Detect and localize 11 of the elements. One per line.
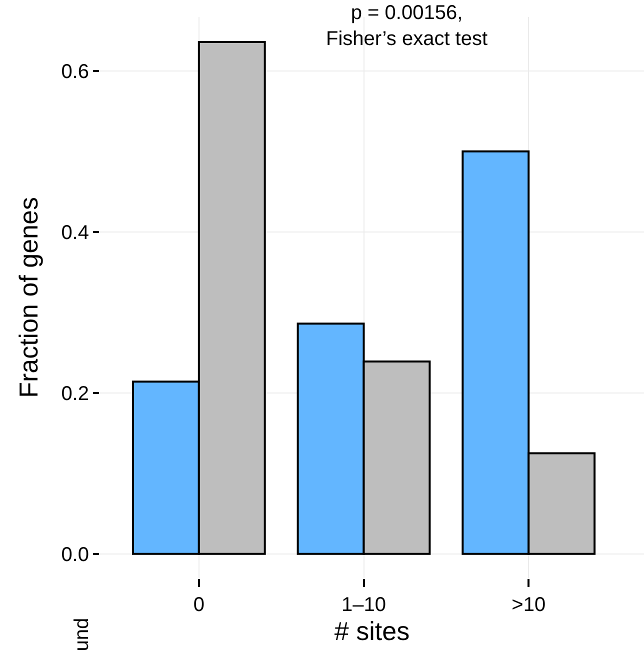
x-tick-label: 0 — [193, 594, 204, 616]
x-tick-label: 1–10 — [342, 594, 386, 616]
y-axis-title: Fraction of genes — [14, 197, 44, 398]
x-axis-title: # sites — [334, 616, 410, 646]
y-tick-label: 0.0 — [61, 544, 89, 566]
y-tick-label: 0.2 — [61, 382, 89, 405]
x-tick-label: >10 — [512, 594, 546, 616]
y-tick-label: 0.6 — [61, 60, 89, 83]
text: und — [70, 618, 93, 652]
y-tick-label: 0.4 — [61, 222, 89, 244]
annotation: p = 0.00156, Fisher’s exact test — [326, 2, 488, 50]
